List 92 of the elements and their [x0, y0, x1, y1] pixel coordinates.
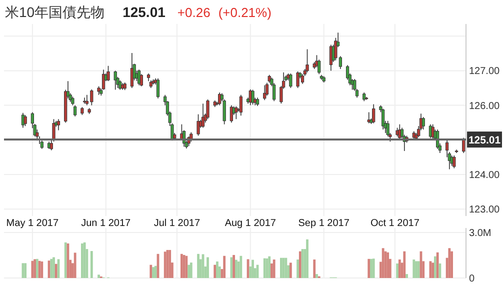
bar	[406, 274, 408, 278]
bar	[438, 263, 442, 278]
bar	[434, 256, 436, 278]
bar	[372, 258, 375, 278]
bar	[152, 267, 154, 278]
bar	[74, 252, 76, 278]
bar	[54, 264, 58, 278]
bar	[240, 256, 242, 278]
bar	[234, 260, 238, 278]
bar	[280, 258, 282, 278]
bar	[412, 260, 416, 278]
bar	[64, 242, 67, 278]
bar	[50, 258, 53, 278]
bar	[154, 266, 157, 278]
bar	[36, 258, 38, 278]
bar	[417, 261, 420, 278]
bar	[180, 254, 183, 278]
bar	[436, 252, 439, 278]
candlestick	[24, 114, 27, 126]
bar	[216, 261, 218, 278]
bar	[206, 257, 209, 278]
y-tick-label: 123.00	[469, 204, 500, 216]
bar	[396, 263, 398, 278]
bar	[289, 262, 292, 278]
candlestick	[196, 114, 200, 136]
bar	[450, 251, 453, 278]
bar	[223, 256, 226, 278]
x-tick-label: May 1 2017	[6, 218, 59, 229]
x-tick-label: Oct 1 2017	[370, 218, 420, 229]
candlestick	[431, 124, 434, 140]
bar	[164, 252, 166, 278]
y-tick-label: 126.00	[469, 100, 500, 112]
bar	[448, 248, 451, 278]
bar	[316, 274, 318, 278]
bar	[214, 264, 216, 278]
bar	[370, 258, 372, 278]
candlestick	[382, 108, 385, 130]
candlestick	[306, 48, 309, 73]
candlestick	[206, 99, 210, 120]
bar	[90, 251, 93, 278]
bar	[197, 254, 200, 278]
bar	[272, 260, 276, 278]
bar	[185, 256, 188, 278]
bar	[230, 257, 233, 278]
text: +0.26	[177, 5, 210, 20]
bar	[168, 250, 172, 278]
text: (+0.21%)	[218, 5, 272, 20]
candlestick	[372, 104, 376, 124]
bar	[306, 239, 308, 278]
bar	[284, 258, 288, 278]
bar	[188, 264, 190, 278]
bar	[296, 260, 299, 278]
bar	[190, 262, 192, 278]
y-tick-label: 124.00	[469, 170, 500, 181]
x-tick-label: Jul 1 2017	[154, 218, 200, 229]
x-tick-label: Aug 1 2017	[224, 218, 276, 229]
x-tick-label: Jun 1 2017	[81, 218, 132, 229]
bar	[386, 252, 390, 278]
bar	[432, 262, 434, 278]
bar	[252, 260, 254, 278]
candlestick	[74, 104, 77, 117]
candlestick	[263, 84, 266, 101]
candlestick	[114, 70, 117, 90]
bar	[298, 251, 302, 278]
candlestick	[422, 116, 425, 130]
bar	[24, 263, 27, 278]
candlestick	[83, 97, 86, 104]
candlestick	[251, 89, 254, 106]
bar	[31, 260, 34, 278]
y-tick-label: 127.00	[469, 66, 500, 78]
bar	[403, 251, 406, 278]
bar	[40, 261, 44, 278]
bar	[268, 256, 271, 278]
x-tick-label: Sep 1 2017	[298, 218, 350, 229]
bar	[98, 274, 100, 278]
ref-line-label: 125.01	[468, 134, 501, 147]
chart-title: 米10年国債先物	[5, 4, 105, 20]
bar	[368, 258, 370, 278]
bar	[52, 257, 55, 278]
y-tick-label: 0	[469, 274, 475, 284]
bar	[313, 260, 316, 278]
y-tick-label: 3.0M	[469, 228, 492, 240]
text: 125.01	[122, 4, 166, 20]
bar	[270, 263, 273, 278]
candlestick	[140, 74, 143, 87]
bar	[398, 260, 401, 278]
bar	[34, 259, 36, 278]
bar	[150, 264, 152, 278]
bar	[80, 243, 84, 278]
bar	[232, 254, 236, 278]
bar	[263, 258, 266, 278]
candlestick	[452, 155, 456, 169]
